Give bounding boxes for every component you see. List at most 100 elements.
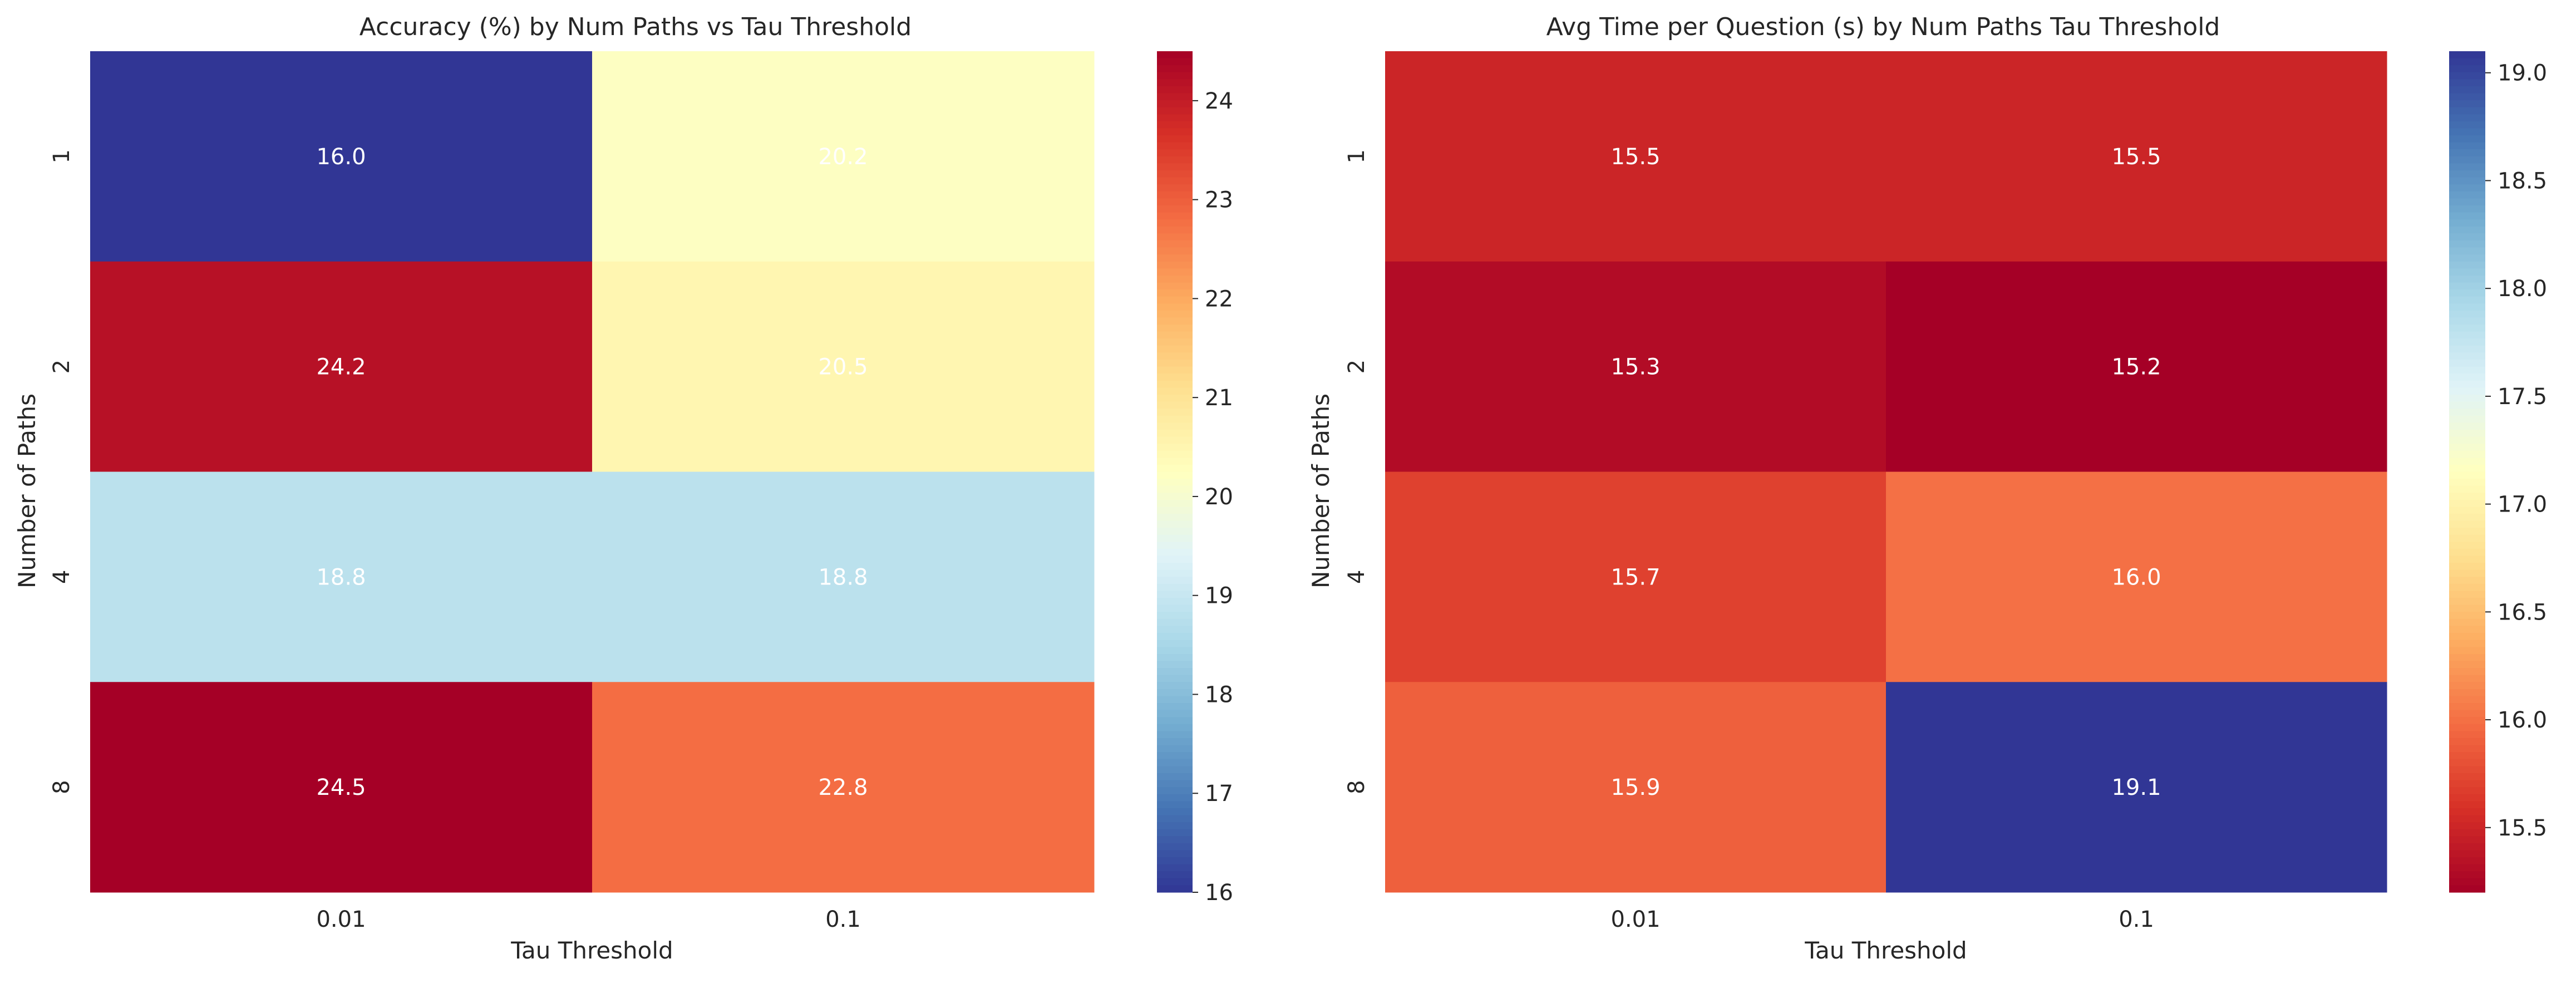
colorbar-segment <box>2449 458 2485 465</box>
colorbar-segment <box>1157 885 1193 893</box>
colorbar-segment <box>2449 696 2485 704</box>
colorbar-segment <box>1157 458 1193 465</box>
colorbar-segment <box>1157 184 1193 192</box>
cell-value-label: 22.8 <box>818 775 868 800</box>
colorbar-segment <box>2449 444 2485 451</box>
heatmap-cell <box>1886 261 2387 472</box>
accuracy-chart-title: Accuracy (%) by Num Paths vs Tau Thresho… <box>359 13 912 41</box>
colorbar-segment <box>2449 668 2485 676</box>
y-tick-label: 4 <box>1344 570 1370 584</box>
colorbar-segment <box>2449 857 2485 865</box>
colorbar-segment <box>1157 387 1193 395</box>
colorbar-segment <box>2449 149 2485 157</box>
colorbar-segment <box>1157 591 1193 598</box>
colorbar-segment <box>1157 149 1193 157</box>
cell-value-label: 20.2 <box>818 144 868 170</box>
colorbar-segment <box>2449 591 2485 598</box>
colorbar-segment <box>2449 871 2485 879</box>
colorbar-segment <box>2449 268 2485 276</box>
colorbar-tick-label: 17 <box>1205 781 1233 807</box>
colorbar-segment <box>2449 864 2485 872</box>
heatmap-cell <box>1385 682 1887 893</box>
y-tick-label: 1 <box>1344 149 1370 163</box>
colorbar-segment <box>1157 282 1193 290</box>
colorbar-segment <box>1157 366 1193 374</box>
colorbar-segment <box>1157 191 1193 199</box>
colorbar-segment <box>1157 534 1193 543</box>
colorbar-segment <box>1157 114 1193 122</box>
colorbar-segment <box>1157 275 1193 283</box>
cell-value-label: 15.5 <box>1610 144 1660 170</box>
colorbar-segment <box>2449 100 2485 108</box>
time-y-axis-label: Number of Paths <box>1307 394 1334 588</box>
colorbar-segment <box>1157 100 1193 108</box>
colorbar-segment <box>1157 752 1193 760</box>
colorbar-segment <box>1157 653 1193 662</box>
colorbar-segment <box>1157 464 1193 473</box>
heatmap-cell <box>592 261 1095 472</box>
colorbar-segment <box>1157 878 1193 886</box>
accuracy-cell-labels: 16.0 20.2 24.2 20.5 18.8 18.8 24.5 22.8 <box>316 144 868 800</box>
colorbar-segment <box>2449 156 2485 164</box>
colorbar-segment <box>1157 640 1193 647</box>
colorbar-segment <box>2449 801 2485 809</box>
colorbar-segment <box>1157 857 1193 865</box>
colorbar-segment <box>1157 394 1193 402</box>
colorbar-segment <box>1157 871 1193 879</box>
colorbar-segment <box>2449 471 2485 479</box>
colorbar-segment <box>1157 296 1193 304</box>
heatmap-cell <box>90 261 593 472</box>
colorbar-segment <box>1157 836 1193 844</box>
colorbar-segment <box>2449 724 2485 731</box>
colorbar-segment <box>1157 696 1193 704</box>
colorbar-segment <box>2449 436 2485 444</box>
colorbar-segment <box>2449 689 2485 697</box>
colorbar-segment <box>1157 843 1193 851</box>
colorbar-segment <box>2449 261 2485 269</box>
colorbar-segment <box>1157 444 1193 451</box>
colorbar-segment <box>2449 499 2485 508</box>
cell-value-label: 16.0 <box>2111 564 2161 590</box>
colorbar-segment <box>1157 618 1193 627</box>
colorbar-segment <box>1157 163 1193 171</box>
colorbar-segment <box>1157 233 1193 241</box>
colorbar-segment <box>2449 205 2485 213</box>
colorbar-segment <box>2449 520 2485 528</box>
colorbar-segment <box>2449 675 2485 682</box>
colorbar-segment <box>2449 542 2485 549</box>
colorbar-tick-label: 21 <box>1205 385 1233 411</box>
colorbar-tick-label: 24 <box>1205 89 1233 114</box>
colorbar-segment <box>1157 528 1193 535</box>
time-heatmap-panel: Avg Time per Question (s) by Num Paths T… <box>1307 13 2547 964</box>
colorbar-segment <box>1157 598 1193 606</box>
colorbar-segment <box>1157 135 1193 143</box>
colorbar-segment <box>2449 86 2485 94</box>
colorbar-segment <box>2449 604 2485 612</box>
colorbar-segment <box>1157 633 1193 641</box>
colorbar-segment <box>2449 787 2485 795</box>
cell-value-label: 19.1 <box>2111 775 2161 800</box>
colorbar-segment <box>1157 808 1193 816</box>
heatmap-cell <box>90 471 593 682</box>
colorbar-segment <box>1157 177 1193 185</box>
time-x-axis-label: Tau Threshold <box>1804 937 1967 964</box>
colorbar-segment <box>2449 79 2485 87</box>
colorbar-segment <box>1157 542 1193 549</box>
colorbar-segment <box>1157 107 1193 115</box>
colorbar-segment <box>2449 682 2485 690</box>
colorbar-segment <box>2449 317 2485 325</box>
colorbar-tick-label: 22 <box>1205 286 1233 312</box>
heatmap-cell <box>1385 471 1887 682</box>
colorbar-segment <box>1157 787 1193 795</box>
colorbar-segment <box>1157 422 1193 430</box>
cell-value-label: 15.7 <box>1610 564 1660 590</box>
colorbar-segment <box>1157 604 1193 612</box>
colorbar-segment <box>1157 864 1193 872</box>
colorbar-segment <box>1157 317 1193 325</box>
x-tick-label: 0.1 <box>825 907 861 932</box>
colorbar-segment <box>2449 360 2485 367</box>
colorbar-segment <box>1157 121 1193 129</box>
colorbar-segment <box>1157 303 1193 311</box>
colorbar-segment <box>2449 58 2485 66</box>
colorbar-tick-label: 20 <box>1205 484 1233 510</box>
